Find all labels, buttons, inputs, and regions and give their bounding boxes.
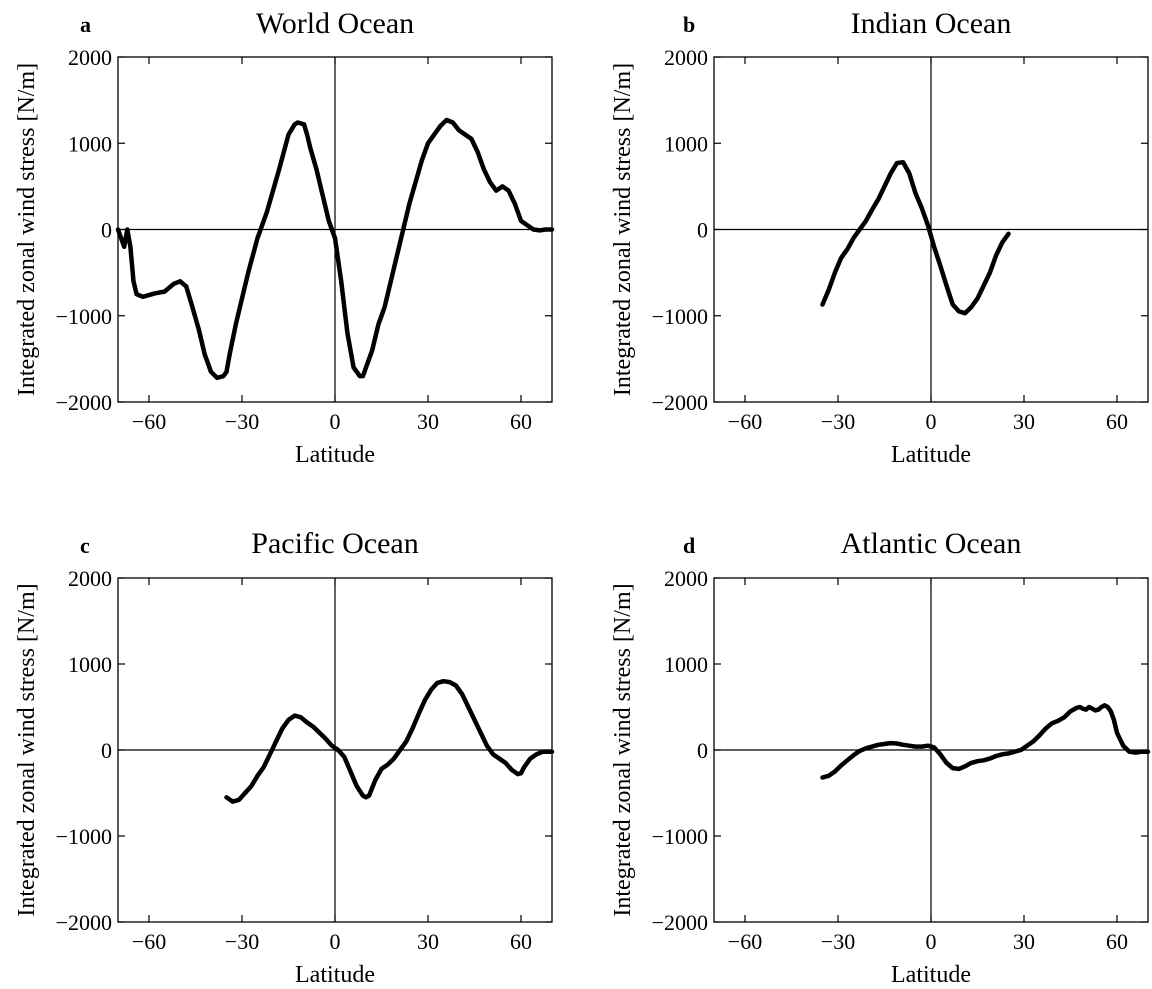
- x-tick-label: 0: [330, 409, 341, 434]
- y-tick-label: −1000: [652, 824, 708, 849]
- x-tick-label: −30: [821, 929, 855, 954]
- series-line: [115, 117, 555, 381]
- series-line: [224, 678, 555, 804]
- y-tick-label: 0: [101, 218, 112, 243]
- panel-world-ocean: a World Ocean Integrated zonal wind stre…: [14, 7, 555, 468]
- y-tick-label: 2000: [68, 566, 112, 591]
- y-axis-label: Integrated zonal wind stress [N/m]: [610, 583, 636, 916]
- x-tick-label: 30: [1013, 409, 1035, 434]
- plot-area: −60 −30 0 30 60 −2000 −1000 0 1000 2000: [652, 566, 1151, 954]
- y-tick-label: −2000: [652, 910, 708, 935]
- y-tick-label: −2000: [56, 910, 112, 935]
- y-tick-label: 1000: [664, 131, 708, 156]
- x-axis-label: Latitude: [295, 962, 375, 988]
- panel-letter: a: [80, 12, 91, 37]
- x-axis-label: Latitude: [891, 442, 971, 468]
- plot-area: −60 −30 0 30 60 −2000 −1000 0 1000 2000: [652, 45, 1149, 434]
- y-tick-label: 0: [697, 218, 708, 243]
- x-tick-label: 30: [417, 929, 439, 954]
- y-axis-label: Integrated zonal wind stress [N/m]: [14, 583, 40, 916]
- chart-title: Pacific Ocean: [251, 527, 418, 560]
- plot-area: −60 −30 0 30 60 −2000 −1000 0 1000 2000: [56, 45, 555, 434]
- x-tick-label: 0: [926, 409, 937, 434]
- y-tick-label: −1000: [56, 304, 112, 329]
- y-tick-label: 0: [697, 738, 708, 763]
- y-tick-label: −2000: [652, 390, 708, 415]
- y-axis-label: Integrated zonal wind stress [N/m]: [610, 63, 636, 396]
- x-tick-label: −60: [132, 929, 166, 954]
- y-axis-label: Integrated zonal wind stress [N/m]: [14, 63, 40, 396]
- y-tick-label: 2000: [664, 566, 708, 591]
- y-tick-label: 2000: [664, 45, 708, 70]
- x-tick-label: −30: [225, 409, 259, 434]
- panel-letter: d: [683, 533, 695, 558]
- series-line: [820, 159, 1011, 316]
- y-tick-label: 1000: [664, 652, 708, 677]
- x-tick-label: 60: [1106, 409, 1128, 434]
- x-tick-label: −30: [225, 929, 259, 954]
- panel-indian-ocean: b Indian Ocean Integrated zonal wind str…: [610, 7, 1149, 468]
- x-tick-label: 60: [510, 929, 532, 954]
- x-tick-label: −30: [821, 409, 855, 434]
- y-tick-label: −1000: [652, 304, 708, 329]
- x-tick-label: −60: [132, 409, 166, 434]
- x-tick-label: −60: [728, 929, 762, 954]
- panel-letter: b: [683, 12, 695, 37]
- panel-atlantic-ocean: d Atlantic Ocean Integrated zonal wind s…: [610, 527, 1151, 988]
- y-tick-label: 1000: [68, 652, 112, 677]
- plot-area: −60 −30 0 30 60 −2000 −1000 0 1000 2000: [56, 566, 555, 954]
- x-tick-label: 60: [1106, 929, 1128, 954]
- x-tick-label: 60: [510, 409, 532, 434]
- chart-title: Atlantic Ocean: [841, 527, 1022, 560]
- series-line: [820, 703, 1151, 780]
- x-tick-label: 30: [417, 409, 439, 434]
- x-tick-label: 0: [926, 929, 937, 954]
- y-tick-label: −2000: [56, 390, 112, 415]
- x-tick-label: 0: [330, 929, 341, 954]
- chart-title: Indian Ocean: [851, 7, 1012, 40]
- x-axis-label: Latitude: [891, 962, 971, 988]
- x-tick-label: 30: [1013, 929, 1035, 954]
- y-tick-label: 1000: [68, 131, 112, 156]
- x-axis-label: Latitude: [295, 442, 375, 468]
- panel-letter: c: [80, 533, 90, 558]
- y-tick-label: 2000: [68, 45, 112, 70]
- chart-title: World Ocean: [256, 7, 414, 40]
- y-tick-label: −1000: [56, 824, 112, 849]
- x-tick-label: −60: [728, 409, 762, 434]
- panel-pacific-ocean: c Pacific Ocean Integrated zonal wind st…: [14, 527, 555, 988]
- y-tick-label: 0: [101, 738, 112, 763]
